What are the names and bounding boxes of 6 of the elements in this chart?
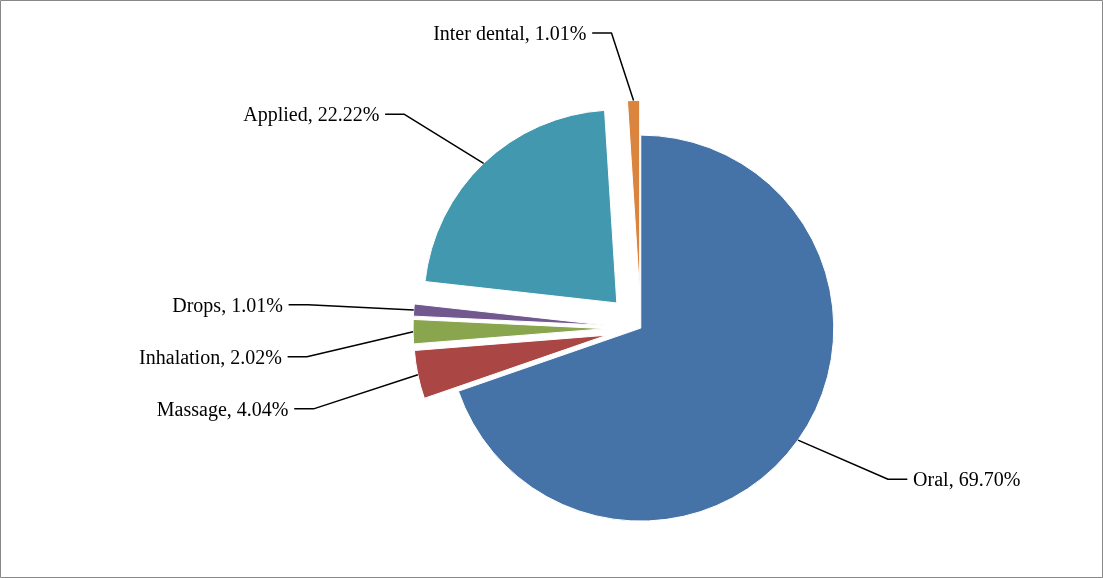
slice-label: Oral, 69.70% <box>913 468 1021 491</box>
slice-label: Inhalation, 2.02% <box>139 345 282 368</box>
slice-label: Inter dental, 1.01% <box>433 21 587 44</box>
slice-label: Massage, 4.04% <box>156 397 289 421</box>
slice-label: Applied, 22.22% <box>243 103 380 127</box>
slice-label: Drops, 1.01% <box>172 293 283 317</box>
